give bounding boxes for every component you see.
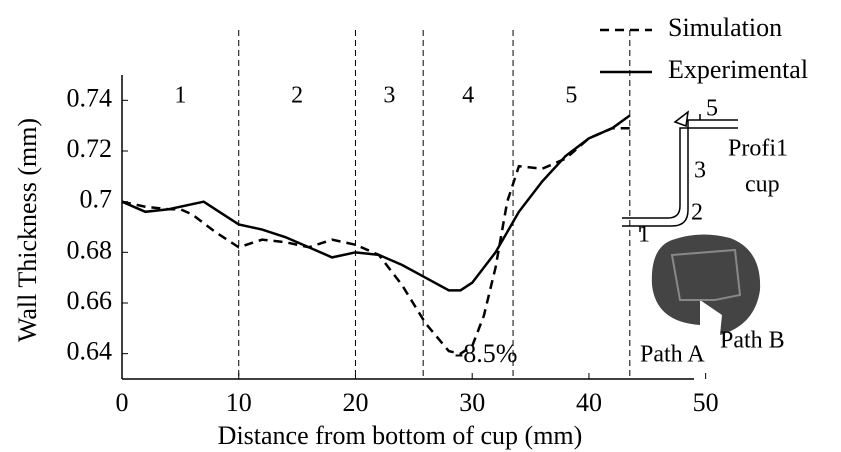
x-tick-label: 30	[459, 388, 485, 417]
inset-label: Path B	[720, 328, 785, 354]
region-label: 3	[383, 83, 395, 109]
inset-label: Profi1	[728, 136, 788, 162]
y-tick-label: 0.68	[67, 235, 113, 264]
inset-photo	[651, 234, 761, 335]
inset-label: 5	[706, 96, 718, 122]
x-axis-title: Distance from bottom of cup (mm)	[218, 421, 583, 450]
y-tick-label: 0.66	[67, 286, 113, 315]
annotation: -8.5%	[455, 339, 518, 368]
inset-profile	[622, 110, 738, 232]
y-axis-title: Wall Thickness (mm)	[13, 118, 42, 342]
region-label: 4	[462, 83, 474, 109]
inset-label: 3	[694, 158, 706, 184]
x-tick-label: 50	[693, 388, 719, 417]
x-tick-label: 20	[342, 388, 368, 417]
series-line	[121, 114, 631, 292]
x-tick-label: 0	[116, 388, 129, 417]
inset-label: Path A	[640, 342, 705, 368]
y-tick-label: 0.7	[80, 185, 113, 214]
y-tick-label: 0.74	[67, 83, 113, 112]
region-label: 1	[174, 83, 186, 109]
region-label: 2	[291, 83, 303, 109]
x-tick-label: 10	[226, 388, 252, 417]
region-label: 5	[565, 83, 577, 109]
legend-label: Simulation	[668, 13, 782, 42]
inset-label: cup	[745, 172, 780, 198]
inset-label: 2	[691, 200, 703, 226]
series-line	[121, 126, 630, 355]
legend-label: Experimental	[668, 55, 808, 84]
y-tick-label: 0.64	[67, 337, 113, 366]
x-tick-label: 40	[576, 388, 602, 417]
inset-label: 1	[638, 222, 650, 248]
y-tick-label: 0.72	[67, 134, 113, 163]
